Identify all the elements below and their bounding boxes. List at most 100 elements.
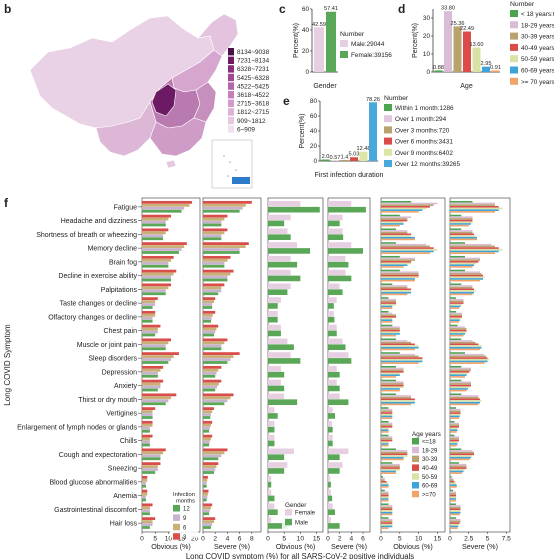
symptom-label: Anemia (113, 493, 137, 500)
legend-swatch (510, 10, 518, 17)
bar-f2-inf12 (203, 347, 222, 351)
bar-f2-inf6 (203, 272, 231, 276)
bar-f5-age<=18 (381, 489, 385, 492)
legend-swatch (173, 523, 180, 531)
bar-f5-age50-59 (381, 510, 393, 512)
panel-x-label: Severe (%) (214, 542, 250, 551)
bar-within-1-month (321, 159, 330, 161)
x-tick-label: 4 (226, 536, 230, 543)
bar-f6-age>=70 (450, 486, 457, 488)
bar-f6-age<=18 (450, 420, 455, 423)
bar-f6-age<=18 (450, 462, 459, 464)
bar-f3-female (268, 393, 285, 400)
bar-f2-inf12 (203, 278, 228, 282)
legend-label: 60-69 years:2013 (521, 68, 554, 75)
bar-f5-age40-49 (381, 316, 397, 318)
south-china-sea-label-box (232, 177, 250, 184)
bar-f1-inf9 (142, 440, 150, 444)
bar-f6-age30-39 (450, 424, 459, 426)
bar-f2-inf12 (203, 264, 225, 268)
south-china-sea-label: South China Sea Islands (215, 183, 244, 187)
bar-f1-inf3 (142, 407, 156, 411)
bar-f6-age40-49 (450, 288, 474, 291)
bar-f4-female (328, 269, 346, 276)
bar-f6-age<=18 (450, 434, 455, 437)
bar-f4-male (328, 413, 335, 419)
bar-f6-age40-49 (450, 219, 473, 222)
bar-f6-age60-69 (450, 484, 457, 487)
bar-f1-inf3 (142, 434, 153, 438)
y-tick-label: 40 (302, 27, 310, 34)
bar-f6-age60-69 (450, 388, 468, 390)
bar-f5-age<=18 (381, 255, 400, 258)
bar-f1-inf9 (142, 426, 150, 430)
bar-f2-inf3 (203, 379, 222, 383)
x-tick-label: 15 (178, 536, 186, 543)
symptom-label: Sneezing (108, 466, 137, 473)
bar-f5-age18-29 (381, 312, 393, 315)
bar-f6-age>=70 (450, 334, 464, 337)
bar-f2-inf9 (203, 426, 210, 430)
bar-30-39-years (453, 26, 462, 73)
bar-f5-age18-29 (381, 216, 412, 219)
bar-f2-inf12 (203, 484, 207, 488)
bar-f5-age40-49 (381, 481, 387, 483)
bar-f5-age60-69 (381, 291, 412, 294)
bar-f6-age50-59 (450, 386, 470, 389)
x-tick-label: 6 (361, 536, 365, 543)
bar-f3-male (268, 206, 320, 213)
symptom-label: Thirst or dry mouth (78, 397, 137, 404)
bar-f2-inf9 (203, 206, 243, 210)
bar-f2-inf9 (203, 413, 211, 416)
bar-f6-age40-49 (450, 508, 461, 511)
bar-f5-age>=70 (381, 389, 400, 392)
bar-f6-age50-59 (450, 372, 468, 375)
bar-f1-inf6 (142, 245, 185, 248)
bar-f6-age18-29 (450, 422, 459, 425)
bar-f1-inf6 (142, 203, 190, 207)
bar-f2-inf6 (203, 231, 225, 235)
bar-f5-age30-39 (381, 273, 419, 275)
legend-label: Over 3 months:720 (395, 127, 450, 134)
bar-value-label: 22.49 (460, 26, 474, 32)
bar-f2-inf9 (203, 509, 210, 513)
map-legend-label: 909~1812 (237, 118, 266, 125)
x-tick-label: 20 (191, 536, 199, 543)
bar-f6-age30-39 (450, 218, 473, 220)
symptom-label: Chest pain (104, 328, 138, 335)
bar-f4-male (328, 385, 340, 392)
bar-value-label: 12.48 (357, 146, 371, 152)
bar-f3-female (268, 379, 281, 386)
bar-f2-inf6 (203, 355, 234, 358)
bar-f2-inf12 (203, 319, 211, 323)
bar-f5-age18-29 (381, 408, 393, 411)
bar-f3-female (268, 255, 291, 262)
legend-label: Over 1 month:294 (395, 116, 447, 123)
bar-f2-inf12 (203, 361, 228, 364)
bar-f1-inf3 (142, 283, 171, 287)
bar-f6-age50-59 (450, 468, 465, 471)
bar-f5-age60-69 (381, 443, 389, 445)
bar-f4-female (328, 200, 352, 207)
bar-f1-inf9 (142, 509, 150, 513)
bar-f6-age<=18 (450, 324, 458, 327)
bar-f6-age>=70 (450, 266, 473, 268)
bar-f5-age60-69 (381, 278, 415, 280)
bar-f1-inf9 (142, 371, 158, 375)
legend-label: Over 6 months:3431 (395, 139, 453, 146)
bar-f6-age50-59 (450, 303, 462, 306)
bar-over-9-months (359, 151, 368, 161)
bar-f6-age<=18 (450, 448, 462, 451)
legend-label: Male:29044 (351, 41, 385, 48)
bar-f5-age>=70 (381, 444, 389, 447)
bar-f6-age18-29 (450, 381, 471, 384)
legend-swatch (412, 473, 419, 480)
bar-f5-age<=18 (381, 283, 393, 286)
bar-f1-inf6 (142, 327, 158, 331)
bar-f5-age>=70 (381, 307, 393, 309)
bar-f2-inf3 (203, 365, 222, 369)
bar-value-label: 42.59 (312, 22, 326, 28)
bar-f5-age18-29 (381, 463, 400, 466)
bar-f5-age40-49 (381, 384, 404, 387)
bar-f4-female (328, 379, 337, 386)
